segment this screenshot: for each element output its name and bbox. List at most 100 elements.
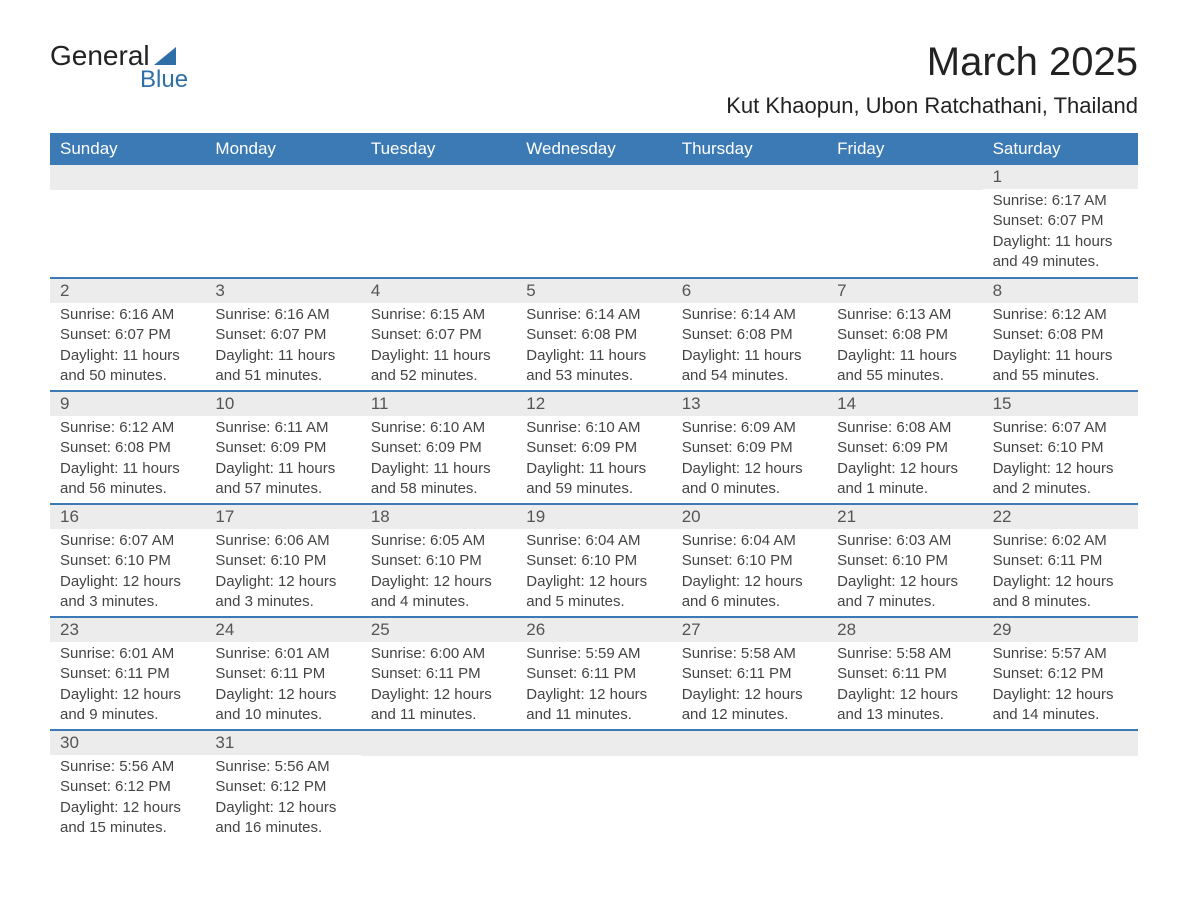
- day-number: 19: [516, 505, 671, 529]
- day-number: 16: [50, 505, 205, 529]
- calendar-cell: 6Sunrise: 6:14 AMSunset: 6:08 PMDaylight…: [672, 279, 827, 390]
- day-number: 4: [361, 279, 516, 303]
- calendar-cell: 19Sunrise: 6:04 AMSunset: 6:10 PMDayligh…: [516, 505, 671, 616]
- day-number: 3: [205, 279, 360, 303]
- day-number: 26: [516, 618, 671, 642]
- daylight-line: Daylight: 12 hours and 6 minutes.: [682, 572, 817, 613]
- sunrise-line: Sunrise: 6:08 AM: [837, 418, 972, 438]
- calendar-cell: 9Sunrise: 6:12 AMSunset: 6:08 PMDaylight…: [50, 392, 205, 503]
- sunset-line: Sunset: 6:07 PM: [371, 325, 506, 345]
- logo-text-general: General: [50, 40, 150, 72]
- day-number: 20: [672, 505, 827, 529]
- sunset-line: Sunset: 6:10 PM: [837, 551, 972, 571]
- daylight-line: Daylight: 12 hours and 16 minutes.: [215, 798, 350, 839]
- calendar-cell: 4Sunrise: 6:15 AMSunset: 6:07 PMDaylight…: [361, 279, 516, 390]
- sunset-line: Sunset: 6:11 PM: [215, 664, 350, 684]
- day-number: 8: [983, 279, 1138, 303]
- daylight-line: Daylight: 12 hours and 3 minutes.: [60, 572, 195, 613]
- day-details: Sunrise: 6:14 AMSunset: 6:08 PMDaylight:…: [672, 303, 827, 390]
- sunset-line: Sunset: 6:12 PM: [993, 664, 1128, 684]
- day-details: Sunrise: 5:56 AMSunset: 6:12 PMDaylight:…: [50, 755, 205, 842]
- calendar-cell: 21Sunrise: 6:03 AMSunset: 6:10 PMDayligh…: [827, 505, 982, 616]
- daylight-line: Daylight: 11 hours and 51 minutes.: [215, 346, 350, 387]
- sunrise-line: Sunrise: 6:13 AM: [837, 305, 972, 325]
- calendar-cell: 15Sunrise: 6:07 AMSunset: 6:10 PMDayligh…: [983, 392, 1138, 503]
- day-details: Sunrise: 6:16 AMSunset: 6:07 PMDaylight:…: [50, 303, 205, 390]
- day-details: Sunrise: 6:10 AMSunset: 6:09 PMDaylight:…: [516, 416, 671, 503]
- calendar-cell: [672, 165, 827, 277]
- day-header-sat: Saturday: [983, 133, 1138, 165]
- day-number: 17: [205, 505, 360, 529]
- day-number: 11: [361, 392, 516, 416]
- sunrise-line: Sunrise: 6:05 AM: [371, 531, 506, 551]
- calendar-cell: 27Sunrise: 5:58 AMSunset: 6:11 PMDayligh…: [672, 618, 827, 729]
- sunset-line: Sunset: 6:12 PM: [215, 777, 350, 797]
- calendar-cell: 14Sunrise: 6:08 AMSunset: 6:09 PMDayligh…: [827, 392, 982, 503]
- daylight-line: Daylight: 12 hours and 8 minutes.: [993, 572, 1128, 613]
- calendar-cell: [827, 731, 982, 842]
- sunrise-line: Sunrise: 6:07 AM: [60, 531, 195, 551]
- calendar-cell: 16Sunrise: 6:07 AMSunset: 6:10 PMDayligh…: [50, 505, 205, 616]
- sunrise-line: Sunrise: 6:00 AM: [371, 644, 506, 664]
- sunrise-line: Sunrise: 6:14 AM: [682, 305, 817, 325]
- day-number: 9: [50, 392, 205, 416]
- day-details: Sunrise: 6:06 AMSunset: 6:10 PMDaylight:…: [205, 529, 360, 616]
- sunset-line: Sunset: 6:10 PM: [371, 551, 506, 571]
- day-details: Sunrise: 5:56 AMSunset: 6:12 PMDaylight:…: [205, 755, 360, 842]
- sunset-line: Sunset: 6:09 PM: [371, 438, 506, 458]
- logo: General Blue: [50, 40, 188, 94]
- sunrise-line: Sunrise: 6:03 AM: [837, 531, 972, 551]
- day-header-mon: Monday: [205, 133, 360, 165]
- daylight-line: Daylight: 12 hours and 10 minutes.: [215, 685, 350, 726]
- daylight-line: Daylight: 11 hours and 55 minutes.: [993, 346, 1128, 387]
- daylight-line: Daylight: 12 hours and 5 minutes.: [526, 572, 661, 613]
- day-details: Sunrise: 5:58 AMSunset: 6:11 PMDaylight:…: [672, 642, 827, 729]
- sunrise-line: Sunrise: 6:17 AM: [993, 191, 1128, 211]
- day-number: 21: [827, 505, 982, 529]
- daylight-line: Daylight: 11 hours and 50 minutes.: [60, 346, 195, 387]
- sunset-line: Sunset: 6:11 PM: [526, 664, 661, 684]
- day-number: 23: [50, 618, 205, 642]
- day-number: 29: [983, 618, 1138, 642]
- calendar-week: 16Sunrise: 6:07 AMSunset: 6:10 PMDayligh…: [50, 503, 1138, 616]
- day-number: [672, 731, 827, 756]
- calendar-cell: 5Sunrise: 6:14 AMSunset: 6:08 PMDaylight…: [516, 279, 671, 390]
- day-number: [672, 165, 827, 190]
- sunset-line: Sunset: 6:11 PM: [60, 664, 195, 684]
- day-details: Sunrise: 6:04 AMSunset: 6:10 PMDaylight:…: [672, 529, 827, 616]
- day-details: Sunrise: 6:11 AMSunset: 6:09 PMDaylight:…: [205, 416, 360, 503]
- daylight-line: Daylight: 12 hours and 3 minutes.: [215, 572, 350, 613]
- day-header-fri: Friday: [827, 133, 982, 165]
- sunrise-line: Sunrise: 6:11 AM: [215, 418, 350, 438]
- daylight-line: Daylight: 12 hours and 0 minutes.: [682, 459, 817, 500]
- sunset-line: Sunset: 6:08 PM: [526, 325, 661, 345]
- day-details: Sunrise: 6:17 AMSunset: 6:07 PMDaylight:…: [983, 189, 1138, 276]
- day-number: 30: [50, 731, 205, 755]
- day-details: Sunrise: 5:59 AMSunset: 6:11 PMDaylight:…: [516, 642, 671, 729]
- day-header-tue: Tuesday: [361, 133, 516, 165]
- sunrise-line: Sunrise: 6:06 AM: [215, 531, 350, 551]
- sunrise-line: Sunrise: 5:56 AM: [60, 757, 195, 777]
- day-details: Sunrise: 6:12 AMSunset: 6:08 PMDaylight:…: [983, 303, 1138, 390]
- sunrise-line: Sunrise: 6:16 AM: [60, 305, 195, 325]
- day-details-empty: [672, 190, 827, 277]
- day-number: 13: [672, 392, 827, 416]
- day-number: [361, 165, 516, 190]
- day-number: 28: [827, 618, 982, 642]
- day-details: Sunrise: 6:15 AMSunset: 6:07 PMDaylight:…: [361, 303, 516, 390]
- calendar-cell: 1Sunrise: 6:17 AMSunset: 6:07 PMDaylight…: [983, 165, 1138, 277]
- sunset-line: Sunset: 6:10 PM: [682, 551, 817, 571]
- sunrise-line: Sunrise: 5:57 AM: [993, 644, 1128, 664]
- day-number: 5: [516, 279, 671, 303]
- sunset-line: Sunset: 6:07 PM: [60, 325, 195, 345]
- calendar: Sunday Monday Tuesday Wednesday Thursday…: [50, 133, 1138, 842]
- sunrise-line: Sunrise: 6:16 AM: [215, 305, 350, 325]
- calendar-week: 23Sunrise: 6:01 AMSunset: 6:11 PMDayligh…: [50, 616, 1138, 729]
- day-details: Sunrise: 6:08 AMSunset: 6:09 PMDaylight:…: [827, 416, 982, 503]
- calendar-body: 1Sunrise: 6:17 AMSunset: 6:07 PMDaylight…: [50, 165, 1138, 842]
- page-title: March 2025: [726, 40, 1138, 85]
- day-details: Sunrise: 6:14 AMSunset: 6:08 PMDaylight:…: [516, 303, 671, 390]
- calendar-cell: 2Sunrise: 6:16 AMSunset: 6:07 PMDaylight…: [50, 279, 205, 390]
- sunrise-line: Sunrise: 6:14 AM: [526, 305, 661, 325]
- location-subtitle: Kut Khaopun, Ubon Ratchathani, Thailand: [726, 93, 1138, 119]
